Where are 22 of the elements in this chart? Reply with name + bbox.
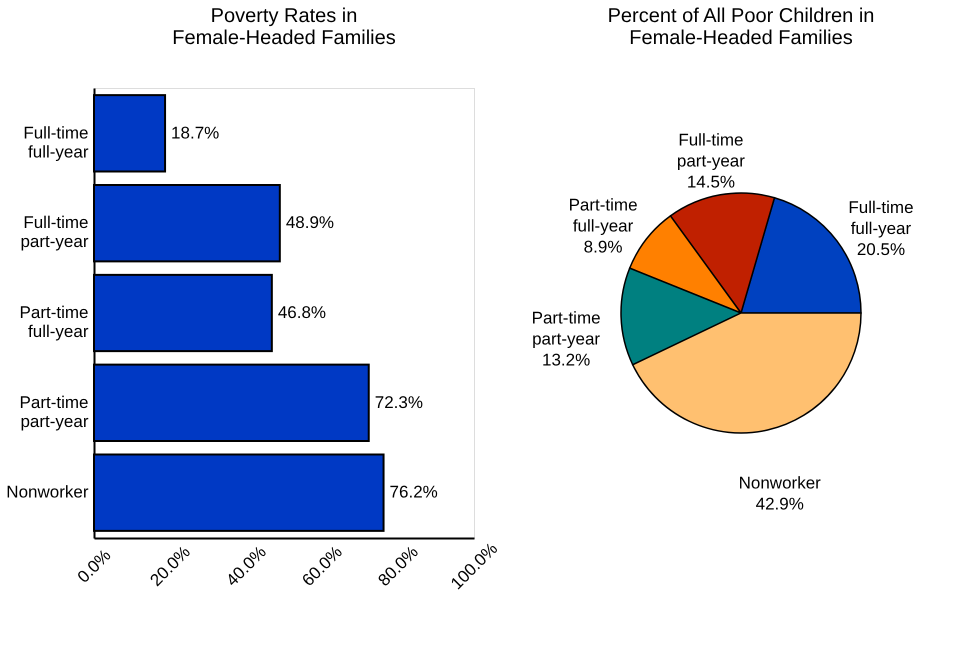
data-label: 48.9% xyxy=(286,213,334,232)
data-label: 20.5% xyxy=(856,240,906,259)
y-tick-label: Full-time full-year xyxy=(23,123,89,162)
y-tick-label: Part-time part-year xyxy=(20,392,89,431)
data-label: 46.8% xyxy=(278,303,326,322)
slice-label: Full-time part-year xyxy=(676,130,746,171)
data-label: 8.9% xyxy=(584,237,622,256)
chart-title: Percent of All Poor Children in Female-Headed Families xyxy=(608,5,874,49)
slice-label: Full-time full-year xyxy=(848,198,914,238)
chart-title: Poverty Rates in Female-Headed Families xyxy=(172,5,396,49)
y-tick-label: Nonworker xyxy=(6,482,89,502)
y-tick-label: Full-time part-year xyxy=(20,213,89,252)
data-label: 72.3% xyxy=(374,392,423,412)
slice-label: Part-time part-year xyxy=(532,308,601,348)
data-label: 18.7% xyxy=(171,123,220,142)
slice-label: Part-time full-year xyxy=(568,195,638,236)
slice-label: Nonworker xyxy=(738,474,822,493)
data-label: 76.2% xyxy=(390,482,438,502)
y-tick-label: Part-time full-year xyxy=(20,303,89,341)
data-label: 14.5% xyxy=(686,172,736,192)
data-label: 42.9% xyxy=(756,494,804,514)
data-label: 13.2% xyxy=(542,350,590,370)
